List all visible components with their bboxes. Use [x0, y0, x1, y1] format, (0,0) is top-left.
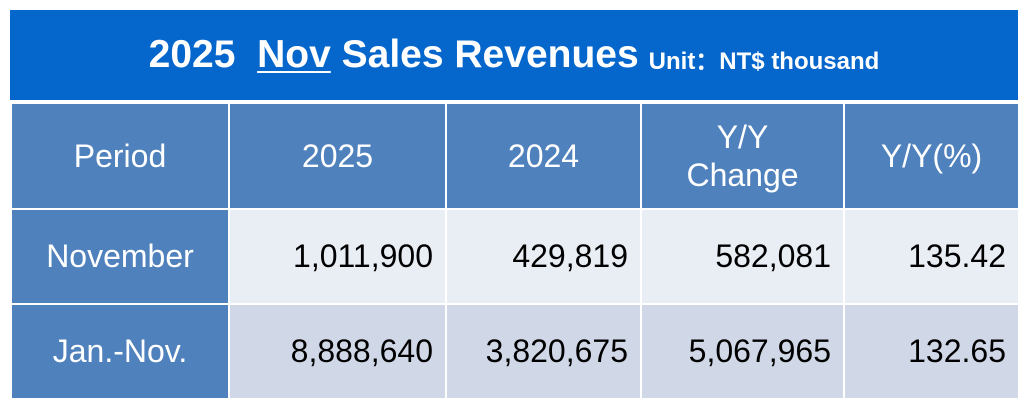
value-pct: 135.42: [843, 208, 1020, 305]
header-2024: 2024: [445, 102, 642, 210]
value-2025: 1,011,900: [228, 208, 447, 305]
value-change: 582,081: [640, 208, 845, 305]
value-pct: 132.65: [843, 303, 1020, 400]
header-yy-change-label: Y/Y Change: [686, 119, 799, 193]
page-title: 2025 Nov Sales Revenues: [149, 33, 639, 77]
title-month: Nov: [257, 33, 331, 76]
table-row: November 1,011,900 429,819 582,081 135.4…: [10, 208, 1020, 305]
table-row: Jan.-Nov. 8,888,640 3,820,675 5,067,965 …: [10, 303, 1020, 400]
title-bar: 2025 Nov Sales Revenues Unit：NT$ thousan…: [10, 10, 1018, 100]
title-year: 2025: [148, 33, 236, 76]
header-period: Period: [10, 102, 230, 210]
title-text: Sales Revenues: [341, 33, 639, 76]
header-2025: 2025: [228, 102, 447, 210]
value-2024: 3,820,675: [445, 303, 642, 400]
period-cell: Jan.-Nov.: [10, 303, 230, 400]
value-2025: 8,888,640: [228, 303, 447, 400]
period-cell: November: [10, 208, 230, 305]
header-row: Period 2025 2024 Y/Y Change Y/Y(%): [10, 102, 1020, 210]
value-2024: 429,819: [445, 208, 642, 305]
header-yy-change: Y/Y Change: [640, 102, 845, 210]
revenue-table: Period 2025 2024 Y/Y Change Y/Y(%) Novem…: [10, 102, 1020, 400]
unit-label: Unit：NT$ thousand: [648, 47, 880, 75]
header-yy-pct: Y/Y(%): [843, 102, 1020, 210]
value-change: 5,067,965: [640, 303, 845, 400]
